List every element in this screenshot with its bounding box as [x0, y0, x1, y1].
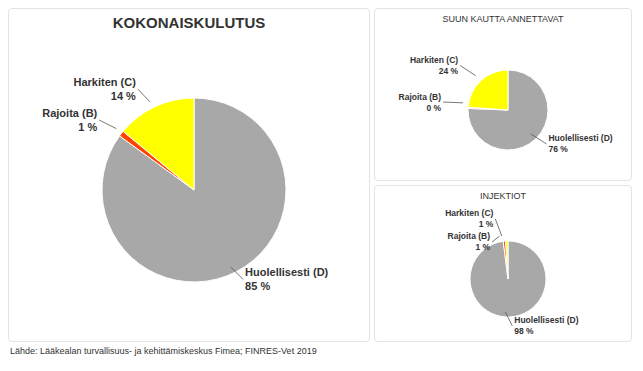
svg-text:Rajoita (B)0 %: Rajoita (B)0 % [399, 92, 442, 113]
html-text:Lähde: Lääkealan turvallisuus-: Lähde: Lääkealan turvallisuus- ja kehitt… [10, 346, 317, 356]
svg-text:Harkiten (C)24 %: Harkiten (C)24 % [410, 55, 459, 76]
html-text:SUUN KAUTTA ANNETTAVAT: SUUN KAUTTA ANNETTAVAT [442, 14, 564, 24]
svg-text:Huolellisesti (D)76 %: Huolellisesti (D)76 % [548, 133, 612, 154]
svg-text:Harkiten (C)1 %: Harkiten (C)1 % [445, 208, 494, 229]
svg-text:Harkiten (C)14 %: Harkiten (C)14 % [74, 76, 137, 102]
html-text:INJEKTIOT: INJEKTIOT [480, 191, 526, 201]
svg-text:Huolellisesti (D)98 %: Huolellisesti (D)98 % [514, 315, 578, 336]
svg-text:Huolellisesti (D)85 %: Huolellisesti (D)85 % [245, 266, 328, 292]
html-text:KOKONAISKULUTUS: KOKONAISKULUTUS [112, 14, 266, 31]
svg-text:Rajoita (B)1 %: Rajoita (B)1 % [42, 107, 97, 133]
svg-text:Rajoita (B)1 %: Rajoita (B)1 % [448, 231, 491, 252]
